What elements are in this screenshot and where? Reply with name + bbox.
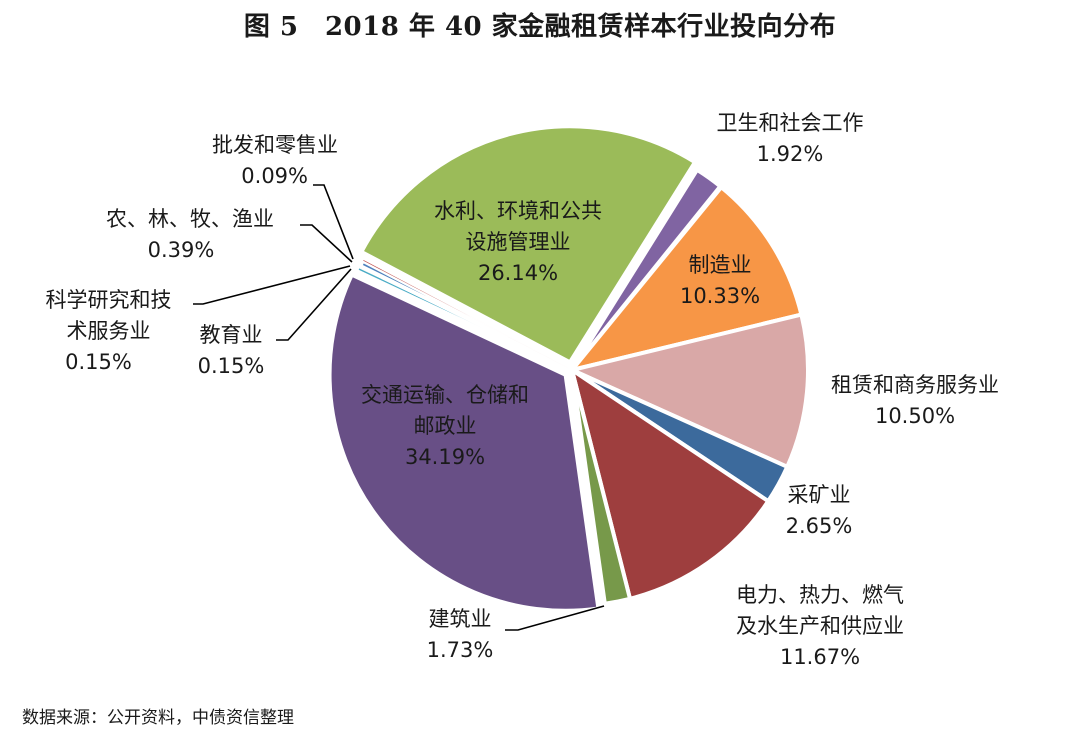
label-education: 教育业 0.15% <box>197 323 265 378</box>
label-power: 电力、热力、燃气 及水生产和供应业 11.67% <box>736 583 904 669</box>
leader-line-agri <box>300 224 353 263</box>
label-leasing: 租赁和商务服务业 10.50% <box>831 373 999 428</box>
leader-line-education <box>276 268 352 341</box>
label-mining: 采矿业 2.65% <box>785 483 853 538</box>
label-transport: 交通运输、仓储和 邮政业 34.19% <box>361 383 529 469</box>
label-construction: 建筑业 1.73% <box>426 607 494 662</box>
label-science: 科学研究和技 术服务业 0.15% <box>45 288 172 374</box>
leader-line-science <box>193 265 351 305</box>
chart-title: 图 5 2018 年 40 家金融租赁样本行业投向分布 <box>243 12 837 42</box>
pie-slice <box>327 272 601 613</box>
pie-slice <box>570 185 804 372</box>
source-note: 数据来源：公开资料，中债资信整理 <box>22 708 294 728</box>
label-wholesale: 批发和零售业 0.09% <box>212 133 338 188</box>
label-health: 卫生和社会工作 1.92% <box>716 111 864 166</box>
pie-slice <box>570 368 632 606</box>
pie-slices <box>327 124 810 613</box>
leader-lines <box>193 184 605 631</box>
pie-slice <box>359 124 697 365</box>
pie-slice <box>362 259 573 371</box>
label-water: 水利、环境和公共 设施管理业 26.14% <box>434 199 602 285</box>
pie-slice <box>570 312 810 469</box>
pie-slice <box>570 368 771 601</box>
label-agri: 农、林、牧、渔业 0.39% <box>106 207 274 262</box>
leader-line-construction <box>505 605 605 631</box>
label-manufacturing: 制造业 10.33% <box>679 253 761 308</box>
leader-line-wholesale <box>313 184 354 260</box>
